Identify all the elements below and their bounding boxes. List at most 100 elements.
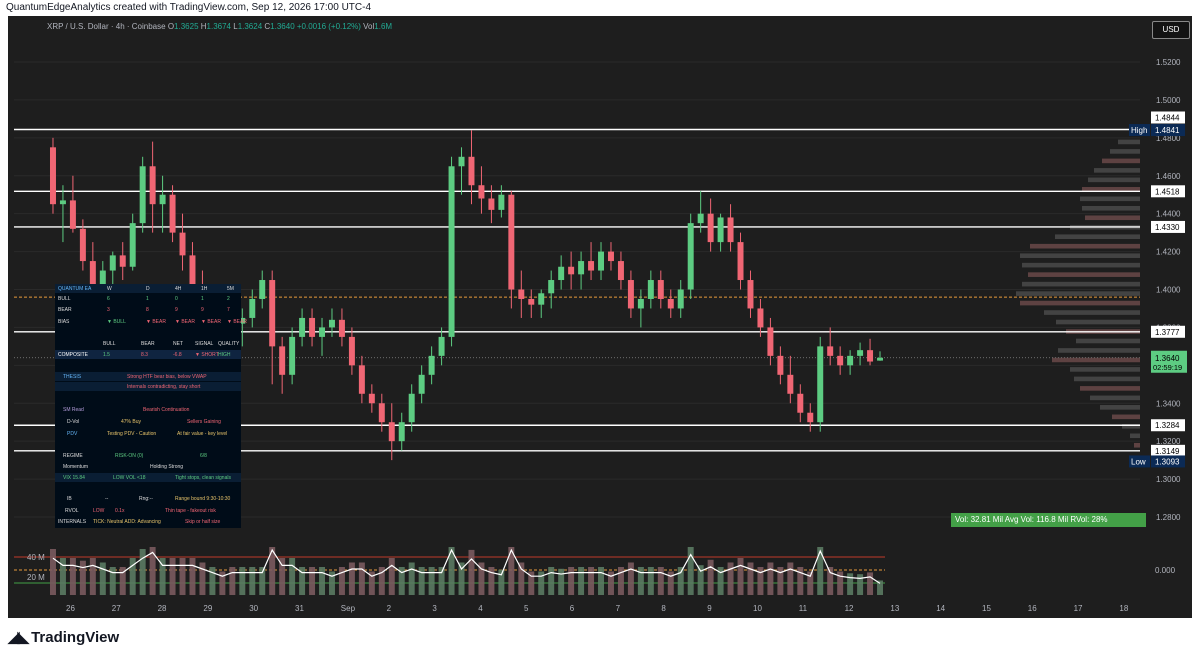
panel-composite-row-cell: COMPOSITE <box>58 352 89 358</box>
volume-bar <box>837 571 844 595</box>
time-label: 27 <box>112 604 121 613</box>
panel-momentum-row-cell: Holding Strong <box>150 464 184 470</box>
candle-body <box>119 255 126 267</box>
panel-composite-head-cell: BEAR <box>141 341 155 347</box>
candle-body <box>837 355 844 366</box>
panel-bear-row-cell: 9 <box>175 307 178 313</box>
panel-thesis2-row-cell: Internals contradicting, stay short <box>127 384 201 390</box>
level-label: 1.3777 <box>1155 328 1180 337</box>
price-axis: 1.5200 1.5000 1.4800 1.4600 1.4400 1.4200 1.40… <box>1129 58 1187 522</box>
panel-bear-row-cell: BEAR <box>58 307 72 313</box>
panel-vix-row-cell: Tight stops, clean signals <box>175 475 231 481</box>
profile-bar <box>1074 376 1140 382</box>
panel-rvol-row-cell: LOW <box>93 508 105 514</box>
volume-bar <box>478 562 485 595</box>
panel-bull-row-cell: 1 <box>146 296 149 302</box>
level-label: 1.4844 <box>1155 113 1180 122</box>
candle-body <box>807 412 814 423</box>
tradingview-logo[interactable]: ◢◣ TradingView <box>8 628 120 647</box>
profile-bar <box>1022 281 1140 287</box>
volume-bar <box>338 567 345 595</box>
candle-body <box>827 346 834 356</box>
time-label: 14 <box>936 604 945 613</box>
profile-bar <box>1076 338 1140 344</box>
time-label: 10 <box>753 604 762 613</box>
candle-body <box>348 336 355 366</box>
profile-bar <box>1028 272 1140 277</box>
volume-bar <box>109 567 116 595</box>
candle-body <box>388 422 395 442</box>
candle-body <box>857 350 864 356</box>
currency-button[interactable]: USD <box>1152 21 1190 39</box>
attribution-bar: QuantumEdgeAnalytics created with Tradin… <box>0 0 1200 16</box>
time-label: Sep <box>341 604 356 613</box>
candle-body <box>578 261 585 275</box>
panel-bull-row-cell: 6 <box>107 296 110 302</box>
volume-bar <box>49 549 56 595</box>
panel-ib-row-cell: -- <box>105 496 109 502</box>
panel-composite-row-cell: HIGH <box>218 352 231 358</box>
panel-header-row-cell: 4H <box>175 286 182 292</box>
level-label-box <box>1151 455 1185 468</box>
level-label-box <box>1151 419 1185 432</box>
volume-bar <box>518 562 525 595</box>
candle-body <box>378 403 385 423</box>
candle-body <box>259 280 266 299</box>
panel-header-row-cell: 1H <box>201 286 208 292</box>
panel-ib-row-cell: IB <box>67 496 72 502</box>
candle-body <box>299 317 306 337</box>
time-label: 29 <box>203 604 212 613</box>
time-label: 28 <box>158 604 167 613</box>
volume-bar <box>877 580 884 595</box>
volume-bar <box>279 558 286 595</box>
time-label: 12 <box>845 604 854 613</box>
candle-body <box>508 194 515 290</box>
symbol-legend: XRP / U.S. Dollar · 4h · Coinbase O1.362… <box>47 22 393 31</box>
volume-bar <box>219 571 226 595</box>
candle-body <box>568 266 575 275</box>
candle-body <box>697 213 704 224</box>
time-label: 15 <box>982 604 991 613</box>
panel-rvol-row: RVOL LOW 0.1x Thin tape - fakeout risk <box>55 506 241 515</box>
volume-bar <box>378 567 385 595</box>
panel-internals-row: INTERNALS TICK: Neutral ADD: Advancing Ski… <box>55 517 241 526</box>
candle-body <box>309 317 316 337</box>
profile-bar <box>1022 262 1140 268</box>
volume-bar <box>249 567 256 595</box>
candle-body <box>448 166 455 337</box>
volume-bar <box>119 567 126 595</box>
price-tick-label: 1.3000 <box>1156 475 1181 484</box>
panel-composite-row-cell: 8.3 <box>141 352 148 358</box>
candle-body <box>677 289 684 309</box>
level-label: 1.3284 <box>1155 421 1180 430</box>
volume-bar <box>677 567 684 595</box>
time-label: 4 <box>478 604 483 613</box>
candle-body <box>548 280 555 294</box>
profile-bar <box>1055 234 1140 240</box>
panel-bear-row-cell: 9 <box>201 307 204 313</box>
profile-bar <box>1090 395 1140 401</box>
candle-body <box>627 280 634 309</box>
volume-bar <box>588 567 595 595</box>
candle-body <box>189 255 196 290</box>
panel-composite-row-cell: ▼ SHORT <box>195 352 219 358</box>
panel-composite-head-cell: QUALITY <box>218 341 240 347</box>
volume-bar <box>418 567 425 595</box>
candle-body <box>538 293 545 305</box>
level-label: 1.4330 <box>1155 223 1180 232</box>
volume-bar <box>398 567 405 595</box>
panel-composite-row-cell: -6.8 <box>173 352 182 358</box>
price-tick-label: 1.4200 <box>1156 248 1181 257</box>
panel-momentum-row: Momentum Holding Strong <box>55 462 241 471</box>
time-label: 3 <box>432 604 437 613</box>
profile-bar <box>1030 243 1140 249</box>
volume-bar <box>767 562 774 595</box>
profile-bar <box>1070 367 1140 372</box>
profile-bar <box>1052 357 1140 363</box>
profile-bar <box>1094 168 1140 173</box>
time-label: 7 <box>616 604 621 613</box>
volume-bar <box>807 571 814 595</box>
candle-body <box>797 393 804 413</box>
volume-bar <box>747 562 754 595</box>
time-label: 13 <box>890 604 899 613</box>
